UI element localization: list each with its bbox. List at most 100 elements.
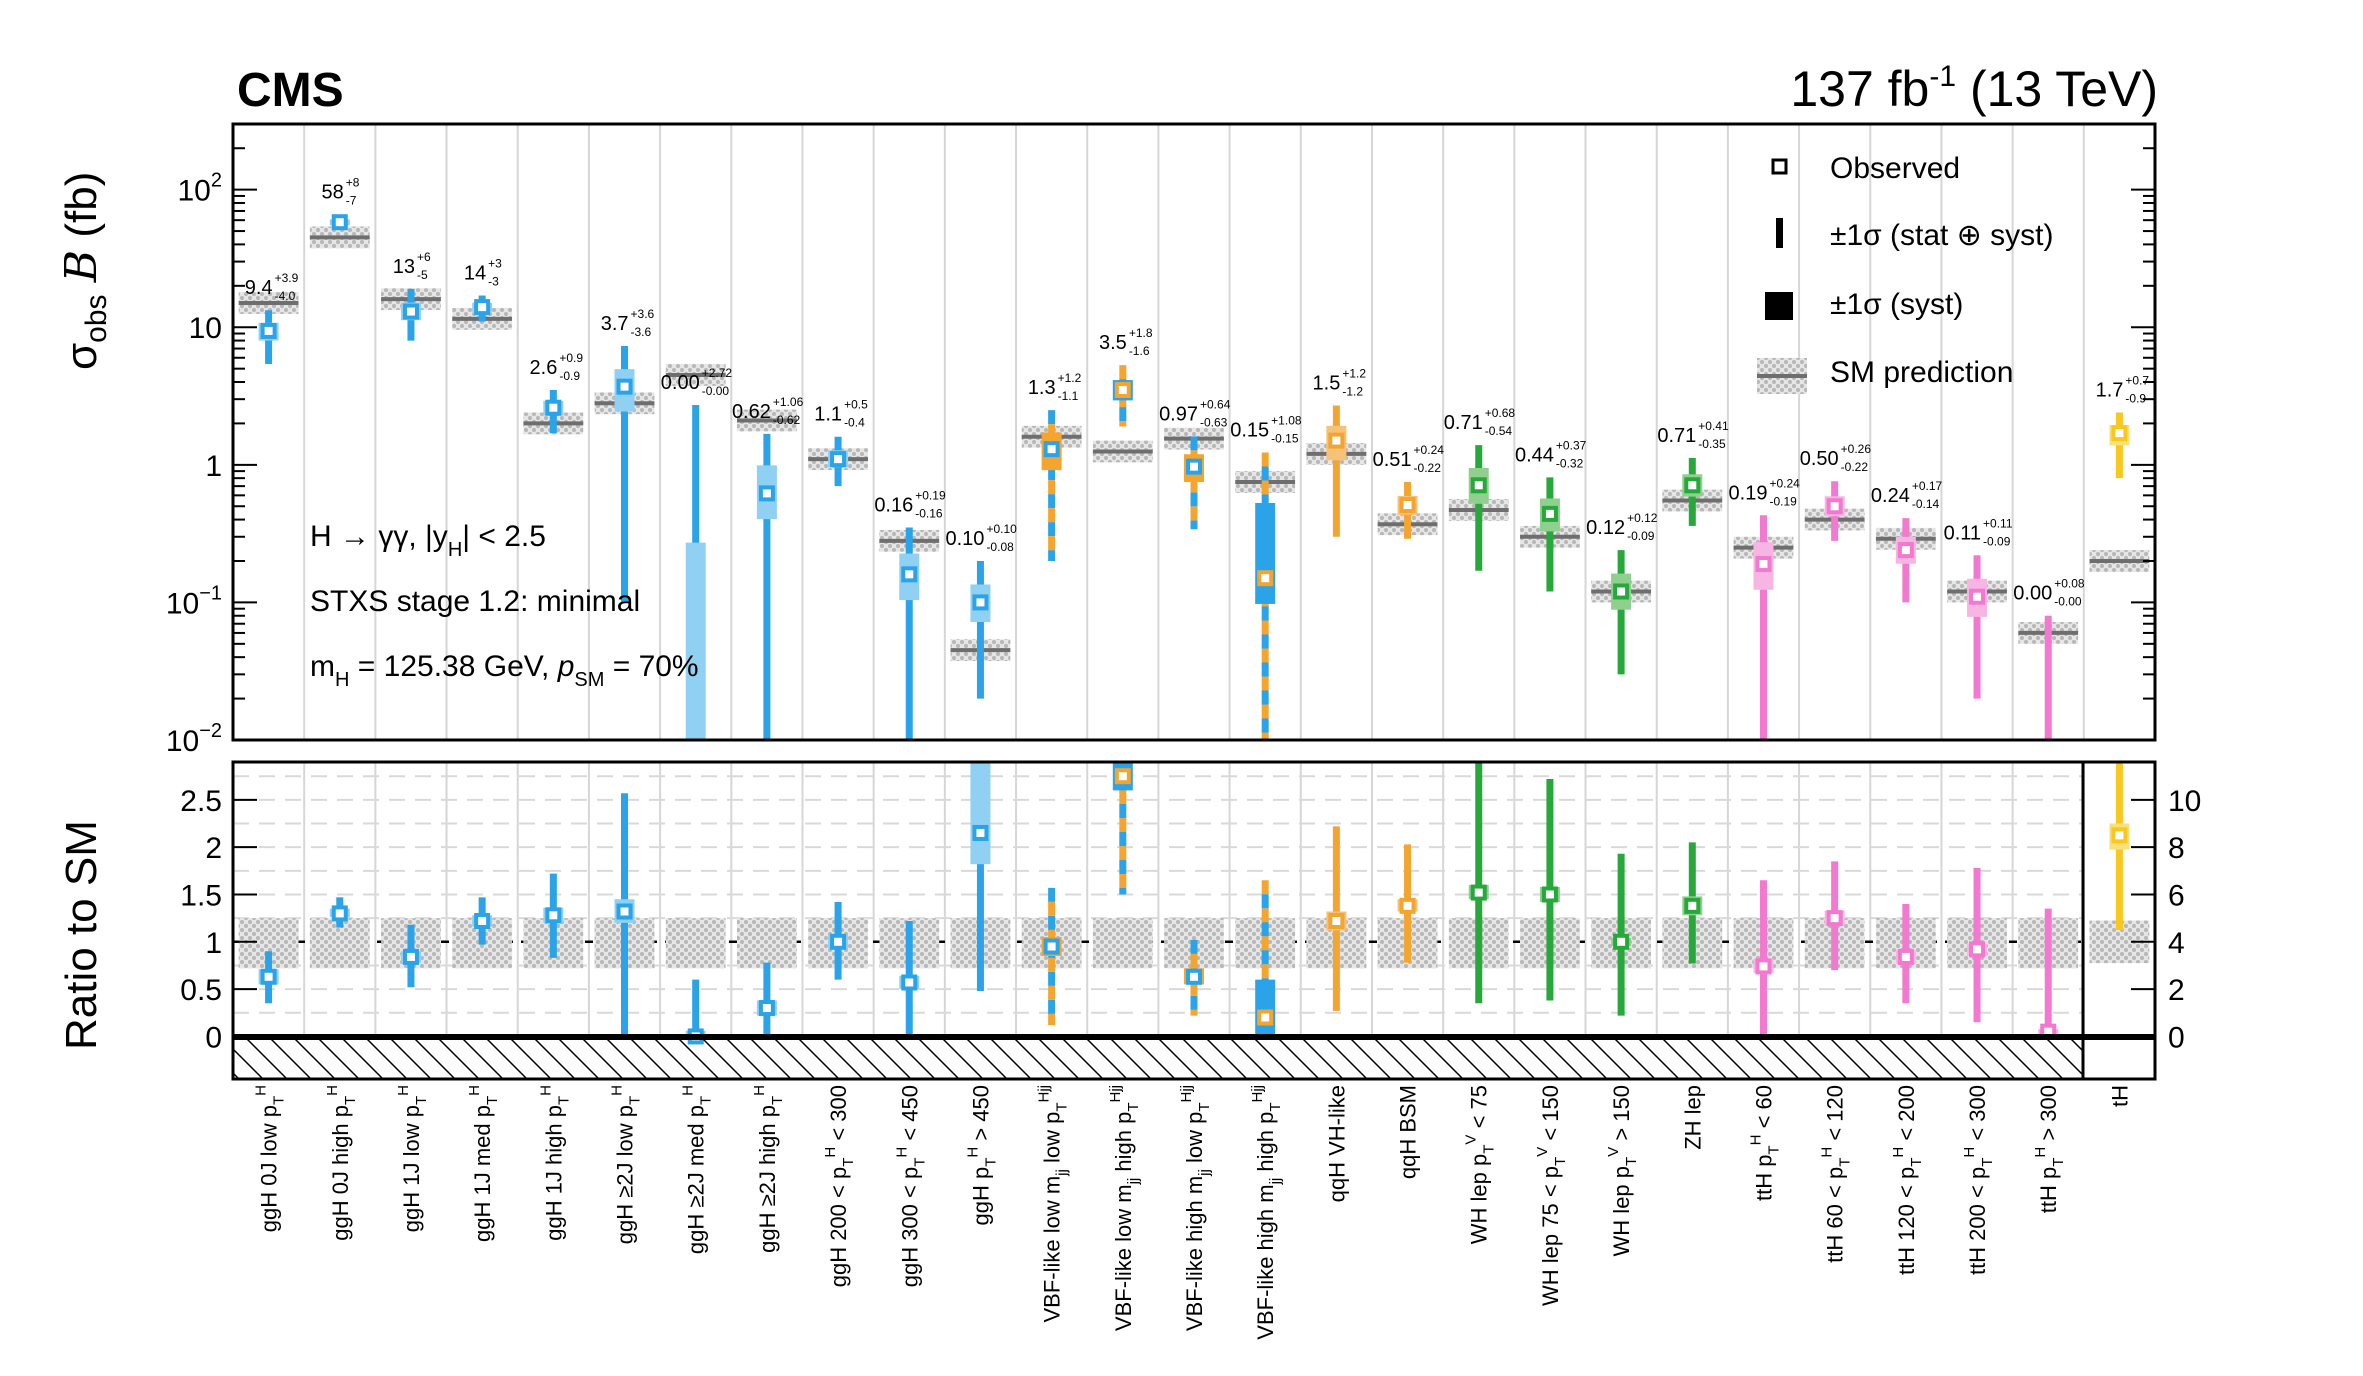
value-label-up: +0.26 (1841, 442, 1872, 456)
value-label-up: +0.41 (1698, 419, 1729, 433)
value-labels: 9.4 +3.9 -4.0 58 +8 -7 13 +6 -5 14 +3 -3 2.6 +0.9 -0.9… (245, 175, 2150, 608)
category-label: WH lep pTV > 150 (1605, 1085, 1640, 1256)
category-label: VBF-like low mjj high pTHjj (1107, 1085, 1142, 1331)
ratio-marker (331, 905, 348, 922)
sm-ratio-band (665, 918, 726, 969)
top-ytick-label: 10−2 (166, 720, 222, 758)
value-label-down: -0.15 (1271, 431, 1299, 445)
category-label: ggH 1J med pTH (466, 1085, 501, 1242)
category-label: ggH 300 < pTH < 450 (893, 1085, 928, 1287)
top-ytick-label: 102 (178, 170, 223, 208)
observed-marker (331, 214, 348, 231)
category-label: VBF-like high mjj high pTHjj (1249, 1085, 1284, 1340)
value-label: 3.5 (1099, 332, 1127, 354)
category-label: qqH VH-like (1324, 1085, 1349, 1202)
observed-marker (545, 399, 562, 416)
observed-marker (1186, 458, 1202, 475)
category-label: WH lep pTV < 75 (1463, 1085, 1498, 1244)
observed-marker (1897, 542, 1914, 559)
category-label: ttH pTH > 300 (2032, 1085, 2067, 1213)
ratio-marker (1257, 1009, 1274, 1026)
value-label-down: -1.6 (1129, 344, 1150, 358)
ratio-marker (260, 968, 277, 985)
value-label-up: +0.9 (559, 351, 583, 365)
channel-annotation: H → γγ, |yH| < 2.5 (310, 520, 546, 561)
observed-marker (972, 594, 989, 611)
value-label-down: -0.09 (1627, 529, 1655, 543)
ratio-marker (1186, 968, 1202, 985)
top-frame (231, 122, 2157, 742)
ratio-marker (1541, 886, 1558, 903)
experiment-label: CMS (237, 64, 344, 117)
observed-marker (1969, 588, 1986, 605)
bottom-ytick-label: 0 (205, 1021, 222, 1054)
bottom-ytick-label: 1.5 (180, 879, 222, 912)
value-label: 1.7 (2096, 380, 2124, 402)
sm-ratio-band (736, 918, 797, 969)
value-label-up: +0.68 (1485, 406, 1516, 420)
value-label: 0.11 (1944, 522, 1981, 544)
bottom-ytick-label: 2.5 (180, 785, 222, 818)
value-label-down: -0.00 (702, 384, 730, 398)
bottom-ytick-label: 1 (205, 927, 222, 960)
value-label-up: +0.24 (1414, 443, 1445, 457)
value-label-down: -3 (488, 275, 499, 289)
value-label-down: -0.00 (2054, 595, 2082, 609)
value-label: 0.00 (2013, 583, 2052, 605)
category-label: ttH pTH < 60 (1747, 1085, 1782, 1201)
value-label-down: -0.9 (2125, 392, 2146, 406)
syst-error-box (1255, 502, 1276, 604)
ratio-marker (1826, 910, 1843, 927)
observed-marker (1114, 381, 1131, 398)
ratio-marker (901, 974, 918, 991)
value-label: 0.10 (946, 528, 985, 550)
value-label-down: -1.1 (1058, 389, 1079, 403)
ratio-marker (2111, 827, 2128, 844)
category-label: ttH 200 < pTH < 300 (1961, 1085, 1996, 1275)
ratio-marker (1613, 933, 1630, 950)
value-label-down: -5 (417, 268, 428, 282)
category-label: ggH pTH > 450 (964, 1085, 999, 1226)
value-label-down: -0.63 (1200, 415, 1228, 429)
legend-observed-marker (1771, 158, 1788, 175)
value-label-up: +2.72 (702, 366, 733, 380)
ratio-marker (972, 824, 989, 841)
top-grid (303, 124, 2085, 740)
category-label: ZH lep (1680, 1085, 1705, 1150)
right-ytick-label: 4 (2168, 927, 2185, 960)
value-label: 9.4 (245, 277, 273, 299)
top-ytick-label: 10 (189, 312, 222, 345)
observed-marker (1541, 505, 1558, 522)
value-label-up: +0.19 (915, 489, 946, 503)
value-label: 0.16 (874, 495, 913, 517)
value-label-up: +1.08 (1271, 413, 1302, 427)
value-label-up: +1.8 (1129, 326, 1153, 340)
category-label: ggH 1J high pTH (537, 1085, 572, 1241)
ratio-marker (1399, 897, 1416, 914)
value-label: 1.3 (1028, 377, 1056, 399)
category-label: WH lep 75 < pTV < 150 (1534, 1085, 1569, 1306)
category-label: ggH 200 < pTH < 300 (822, 1085, 857, 1287)
value-label-up: +0.10 (986, 522, 1017, 536)
value-label-down: -0.35 (1698, 437, 1726, 451)
observed-marker (402, 303, 419, 320)
sm-ratio-band (1092, 918, 1153, 969)
value-label-down: -0.08 (986, 540, 1014, 554)
bottom-ytick-label: 2 (205, 832, 222, 865)
value-label: 0.12 (1586, 517, 1625, 539)
legend: Observed ±1σ (stat ⊕ syst) ±1σ (syst) SM… (1757, 152, 2053, 394)
category-label: ggH ≥2J low pTH (609, 1085, 644, 1244)
value-label-up: +0.7 (2125, 374, 2149, 388)
ratio-marker (616, 903, 633, 920)
value-label: 0.24 (1871, 485, 1910, 507)
value-label: 3.7 (601, 313, 629, 335)
category-label: tH (2107, 1085, 2132, 1107)
ratio-marker (758, 1000, 775, 1017)
ratio-marker (1470, 884, 1487, 901)
value-label-up: +3.6 (631, 307, 655, 321)
value-label-down: -3.6 (631, 325, 652, 339)
value-label-down: -0.22 (1414, 461, 1442, 475)
value-label: 0.71 (1444, 412, 1483, 434)
ratio-syst-box (1255, 979, 1276, 1037)
